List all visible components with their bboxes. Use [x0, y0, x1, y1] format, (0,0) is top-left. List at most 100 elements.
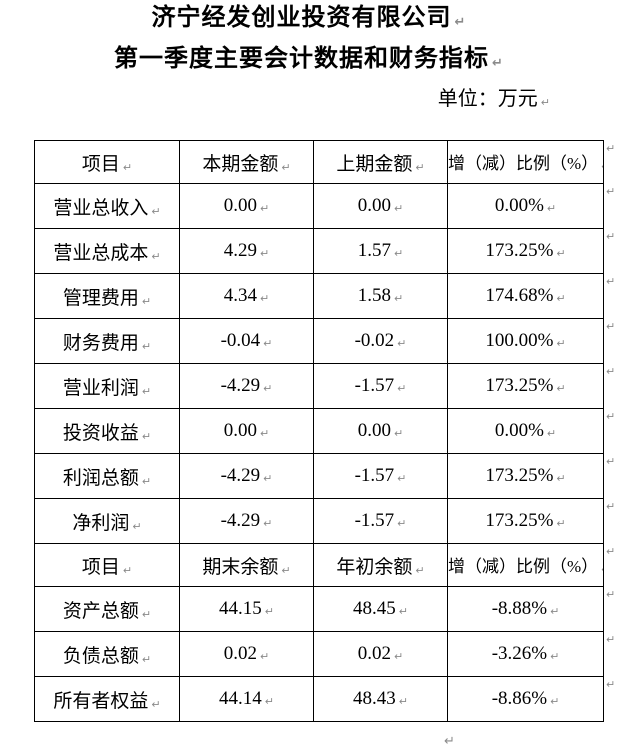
paragraph-mark-icon: ↵: [540, 96, 550, 109]
row-label: 投资收益 ↵: [34, 408, 180, 454]
cell-end-mark-icon: ↵: [394, 292, 404, 305]
value-cell: -4.29 ↵: [179, 453, 314, 499]
row-label: 净利润 ↵: [34, 498, 180, 544]
row-label: 营业总收入 ↵: [34, 183, 180, 229]
cell-end-mark-icon: ↵: [398, 605, 408, 618]
cell-end-mark-icon: ↵: [264, 695, 274, 708]
ratio-cell: -3.26% ↵: [447, 631, 604, 677]
ratio-cell: 173.25% ↵: [447, 228, 604, 274]
end-of-row-mark-icon: ↵: [606, 230, 616, 243]
value-cell: 0.00 ↵: [313, 408, 448, 454]
row-label: 管理费用 ↵: [34, 273, 180, 319]
ratio-cell: -8.86% ↵: [447, 676, 604, 722]
cell-end-mark-icon: ↵: [550, 650, 560, 663]
table-row-owners-equity: 所有者权益 ↵ 44.14 ↵ 48.43 ↵ -8.86% ↵: [34, 676, 604, 722]
cell-end-mark-icon: ↵: [263, 337, 273, 350]
value-cell: 0.00 ↵: [313, 183, 448, 229]
cell-end-mark-icon: ↵: [151, 204, 161, 218]
cell-end-mark-icon: ↵: [556, 292, 566, 305]
end-of-row-mark-icon: ↵: [606, 500, 616, 513]
row-label: 负债总额 ↵: [34, 631, 180, 677]
cell-end-mark-icon: ↵: [260, 427, 270, 440]
header-cell-ending-balance: 期末余额 ↵: [179, 543, 314, 587]
end-of-row-mark-icon: ↵: [606, 633, 616, 646]
cell-end-mark-icon: ↵: [141, 294, 152, 308]
value-cell: 0.02 ↵: [179, 631, 314, 677]
header-cell-current-amount: 本期金额 ↵: [179, 140, 314, 184]
cell-end-mark-icon: ↵: [263, 382, 273, 395]
value-cell: -1.57 ↵: [313, 498, 448, 544]
cell-end-mark-icon: ↵: [263, 472, 273, 485]
cell-end-mark-icon: ↵: [141, 339, 152, 353]
row-label: 资产总额 ↵: [34, 586, 180, 632]
section2-header-row: 项目↵ 期末余额↵ 年初余额↵ 增（减）比例（%）↵: [34, 543, 604, 587]
cell-end-mark-icon: ↵: [394, 650, 404, 663]
end-of-row-mark-icon: ↵: [606, 410, 616, 423]
cell-end-mark-icon: ↵: [556, 382, 566, 395]
ratio-cell: 174.68% ↵: [447, 273, 604, 319]
header-cell-item: 项目 ↵: [34, 543, 180, 587]
ratio-cell: 173.25% ↵: [447, 498, 604, 544]
end-of-row-mark-icon: ↵: [606, 588, 616, 601]
table-row-total-profit: 利润总额 ↵ -4.29 ↵ -1.57 ↵ 173.25% ↵: [34, 453, 604, 499]
value-cell: -1.57 ↵: [313, 363, 448, 409]
cell-end-mark-icon: ↵: [556, 517, 566, 530]
value-cell: -0.04 ↵: [179, 318, 314, 364]
end-of-row-mark-icon: ↵: [606, 275, 616, 288]
cell-end-mark-icon: ↵: [394, 247, 404, 260]
value-cell: 48.45 ↵: [313, 586, 448, 632]
unit-label: 单位：万元 ↵: [0, 86, 550, 115]
cell-end-mark-icon: ↵: [141, 474, 152, 488]
ratio-cell: 173.25% ↵: [447, 453, 604, 499]
cell-end-mark-icon: ↵: [260, 247, 270, 260]
cell-end-mark-icon: ↵: [263, 517, 273, 530]
cell-end-mark-icon: ↵: [550, 605, 560, 618]
value-cell: -0.02 ↵: [313, 318, 448, 364]
value-cell: 44.15 ↵: [179, 586, 314, 632]
cell-end-mark-icon: ↵: [141, 607, 152, 621]
unit-label-text: 单位：万元: [437, 88, 538, 110]
table-row-net-profit: 净利润 ↵ -4.29 ↵ -1.57 ↵ 173.25% ↵: [34, 498, 604, 544]
table-row-admin-expense: 管理费用 ↵ 4.34 ↵ 1.58 ↵ 174.68% ↵: [34, 273, 604, 319]
value-cell: -4.29 ↵: [179, 498, 314, 544]
end-of-row-mark-icon: ↵: [606, 365, 616, 378]
cell-end-mark-icon: ↵: [397, 517, 407, 530]
row-label: 营业利润 ↵: [34, 363, 180, 409]
cell-end-mark-icon: ↵: [281, 160, 291, 174]
cell-end-mark-icon: ↵: [260, 292, 270, 305]
end-of-row-mark-icon: ↵: [606, 185, 616, 198]
row-label: 营业总成本 ↵: [34, 228, 180, 274]
value-cell: 48.43 ↵: [313, 676, 448, 722]
cell-end-mark-icon: ↵: [394, 427, 404, 440]
cell-end-mark-icon: ↵: [132, 519, 142, 533]
value-cell: 4.29 ↵: [179, 228, 314, 274]
end-of-row-mark-icon: ↵: [606, 455, 616, 468]
table-row-total-liabilities: 负债总额 ↵ 0.02 ↵ 0.02 ↵ -3.26% ↵: [34, 631, 604, 677]
value-cell: -4.29 ↵: [179, 363, 314, 409]
cell-end-mark-icon: ↵: [546, 427, 557, 440]
cell-end-mark-icon: ↵: [550, 695, 560, 708]
paragraph-mark-icon: ↵: [454, 15, 467, 30]
table-row-finance-expense: 财务费用 ↵ -0.04 ↵ -0.02 ↵ 100.00% ↵: [34, 318, 604, 364]
end-of-row-mark-icon: ↵: [606, 142, 616, 155]
cell-end-mark-icon: ↵: [264, 605, 274, 618]
table-row-total-cost: 营业总成本 ↵ 4.29 ↵ 1.57 ↵ 173.25% ↵: [34, 228, 604, 274]
cell-end-mark-icon: ↵: [281, 563, 291, 577]
row-label: 利润总额 ↵: [34, 453, 180, 499]
document-title-text: 济宁经发创业投资有限公司: [151, 4, 452, 31]
value-cell: 0.00 ↵: [179, 408, 314, 454]
header-cell-change-ratio: 增（减）比例（%）↵: [447, 543, 604, 587]
financial-indicators-table: 项目↵ 本期金额↵ 上期金额↵ 增（减）比例（%）↵ 营业总收入↵ 0.00↵ …: [34, 140, 604, 722]
cell-end-mark-icon: ↵: [260, 202, 270, 215]
cell-end-mark-icon: ↵: [141, 384, 152, 398]
ratio-cell: 173.25% ↵: [447, 363, 604, 409]
cell-end-mark-icon: ↵: [122, 563, 133, 577]
cell-end-mark-icon: ↵: [556, 247, 566, 260]
end-of-row-mark-icon: ↵: [606, 678, 616, 691]
section1-header-row: 项目↵ 本期金额↵ 上期金额↵ 增（减）比例（%）↵: [34, 140, 604, 184]
cell-end-mark-icon: ↵: [415, 563, 425, 577]
cell-end-mark-icon: ↵: [601, 160, 602, 173]
value-cell: -1.57 ↵: [313, 453, 448, 499]
header-cell-item: 项目 ↵: [34, 140, 180, 184]
table-row-investment-income: 投资收益 ↵ 0.00 ↵ 0.00 ↵ 0.00% ↵: [34, 408, 604, 454]
